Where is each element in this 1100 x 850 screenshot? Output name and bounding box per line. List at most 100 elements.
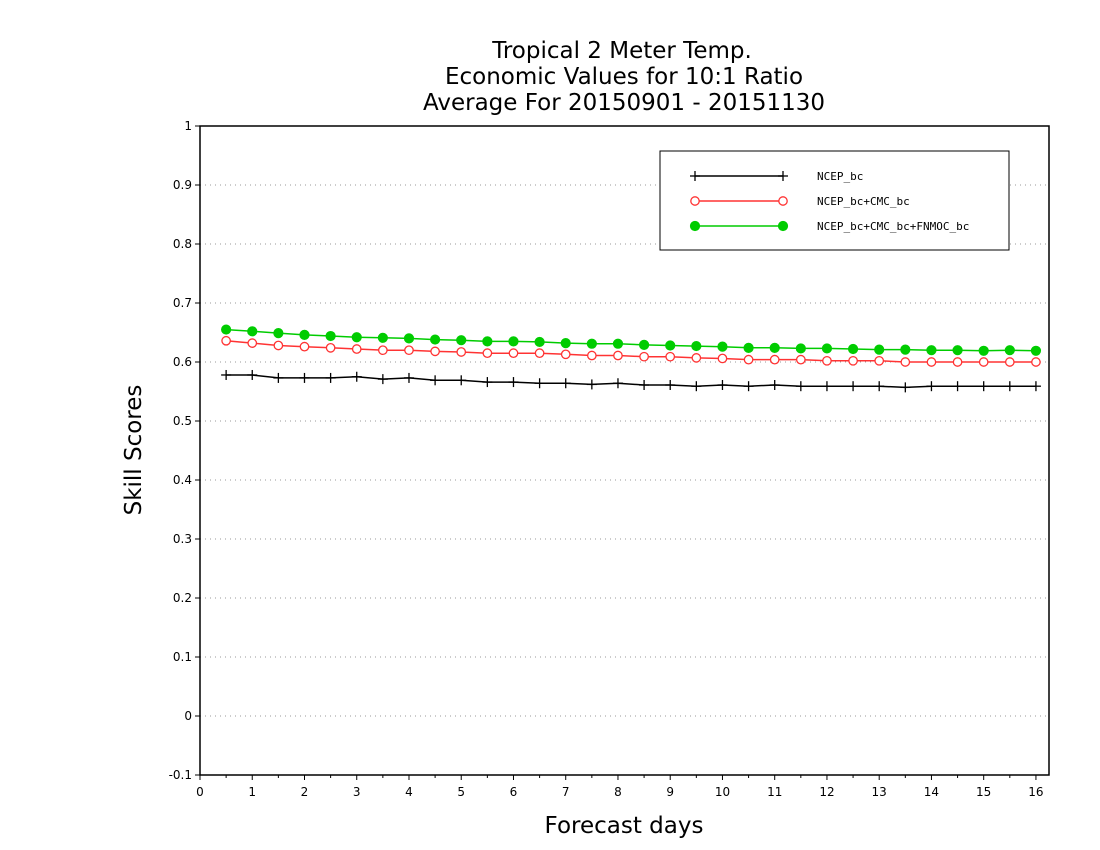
legend-marker: [778, 171, 788, 181]
data-point: [247, 326, 258, 337]
data-point: [821, 343, 833, 354]
data-point: [1004, 381, 1015, 392]
data-point: [351, 344, 362, 354]
y-tick-label: 1: [184, 119, 192, 133]
x-tick-label: 11: [767, 785, 782, 799]
y-tick-label: 0.4: [173, 473, 192, 487]
data-point: [1004, 345, 1015, 356]
legend-entry: NCEP_bc+CMC_bc+FNMOC_bc: [689, 220, 969, 233]
data-point: [430, 346, 440, 357]
data-point: [900, 344, 911, 355]
data-point: [874, 344, 885, 355]
data-point: [612, 338, 624, 349]
data-point: [534, 348, 545, 358]
legend-label: NCEP_bc+CMC_bc: [817, 195, 910, 208]
data-point: [351, 371, 362, 382]
x-tick-label: 3: [353, 785, 361, 799]
data-point: [586, 350, 597, 361]
y-tick-label: 0.2: [173, 591, 192, 605]
data-point: [325, 330, 336, 342]
data-point: [299, 341, 310, 352]
data-point: [900, 382, 911, 393]
data-point: [769, 380, 780, 391]
legend-marker: [777, 220, 789, 232]
y-tick-label: 0.3: [173, 532, 192, 546]
data-point: [456, 335, 467, 346]
data-point: [534, 378, 545, 389]
data-point: [874, 381, 885, 392]
data-point: [534, 336, 545, 348]
x-tick-label: 13: [872, 785, 887, 799]
x-tick-label: 15: [976, 785, 991, 799]
data-point: [978, 345, 989, 356]
data-point: [560, 349, 571, 360]
x-tick-label: 16: [1028, 785, 1043, 799]
data-point: [586, 379, 597, 390]
data-point: [1004, 357, 1015, 367]
data-point: [612, 378, 623, 389]
data-point: [404, 345, 414, 356]
legend-label: NCEP_bc: [817, 170, 863, 183]
data-point: [665, 351, 676, 362]
x-tick-label: 6: [510, 785, 518, 799]
data-point: [613, 350, 623, 361]
y-tick-label: 0.9: [173, 178, 192, 192]
data-point: [1030, 381, 1041, 392]
data-point: [717, 380, 728, 391]
legend-entry: NCEP_bc+CMC_bc: [690, 195, 910, 208]
x-tick-label: 1: [248, 785, 256, 799]
data-point: [848, 381, 859, 392]
data-point: [430, 334, 441, 345]
data-point: [952, 357, 963, 367]
data-point: [900, 357, 911, 367]
data-point: [926, 381, 937, 392]
x-tick-label: 7: [562, 785, 570, 799]
data-point: [221, 324, 232, 335]
data-point: [743, 381, 754, 392]
series-2: [221, 335, 1041, 367]
legend: NCEP_bc NCEP_bc+CMC_bc NCEP_bc+CMC_bc+FNMO…: [659, 150, 1010, 251]
data-point: [1031, 357, 1041, 367]
y-tick-label: 0.1: [173, 650, 192, 664]
x-tick-label: 8: [614, 785, 622, 799]
data-point: [926, 345, 937, 356]
data-point: [325, 372, 336, 383]
axis-ticks: -0.100.10.20.30.40.50.60.70.80.910 1 2 3 4 5 6…: [169, 119, 1044, 799]
legend-marker: [689, 220, 701, 232]
chart-title: Tropical 2 Meter Temp. Economic Values f…: [423, 38, 825, 116]
data-point: [221, 335, 231, 346]
legend-marker: [690, 196, 700, 206]
data-point: [247, 338, 258, 348]
data-point: [717, 353, 728, 364]
data-point: [978, 357, 989, 367]
data-point: [743, 354, 754, 365]
data-point: [299, 372, 310, 383]
x-tick-label: 5: [457, 785, 465, 799]
data-point: [273, 372, 284, 383]
data-point: [273, 327, 284, 339]
data-point: [482, 377, 493, 388]
data-point: [874, 355, 885, 366]
legend-marker: [778, 196, 788, 206]
data-point: [665, 340, 676, 351]
data-point: [638, 339, 650, 350]
x-tick-label: 2: [301, 785, 309, 799]
data-point: [822, 355, 832, 366]
data-point: [560, 378, 571, 389]
legend-marker: [690, 171, 700, 181]
x-axis-label: Forecast days: [545, 813, 704, 839]
data-point: [847, 343, 859, 355]
title-line-1: Tropical 2 Meter Temp.: [491, 38, 752, 64]
data-point: [403, 333, 415, 344]
data-point: [221, 369, 232, 380]
x-tick-label: 4: [405, 785, 413, 799]
data-point: [795, 343, 806, 354]
data-point: [769, 354, 780, 365]
series-1: [221, 369, 1041, 393]
data-point: [430, 375, 441, 386]
data-point: [247, 369, 258, 380]
plot-frame: [199, 125, 1050, 776]
data-point: [691, 353, 702, 363]
data-point: [482, 336, 493, 347]
